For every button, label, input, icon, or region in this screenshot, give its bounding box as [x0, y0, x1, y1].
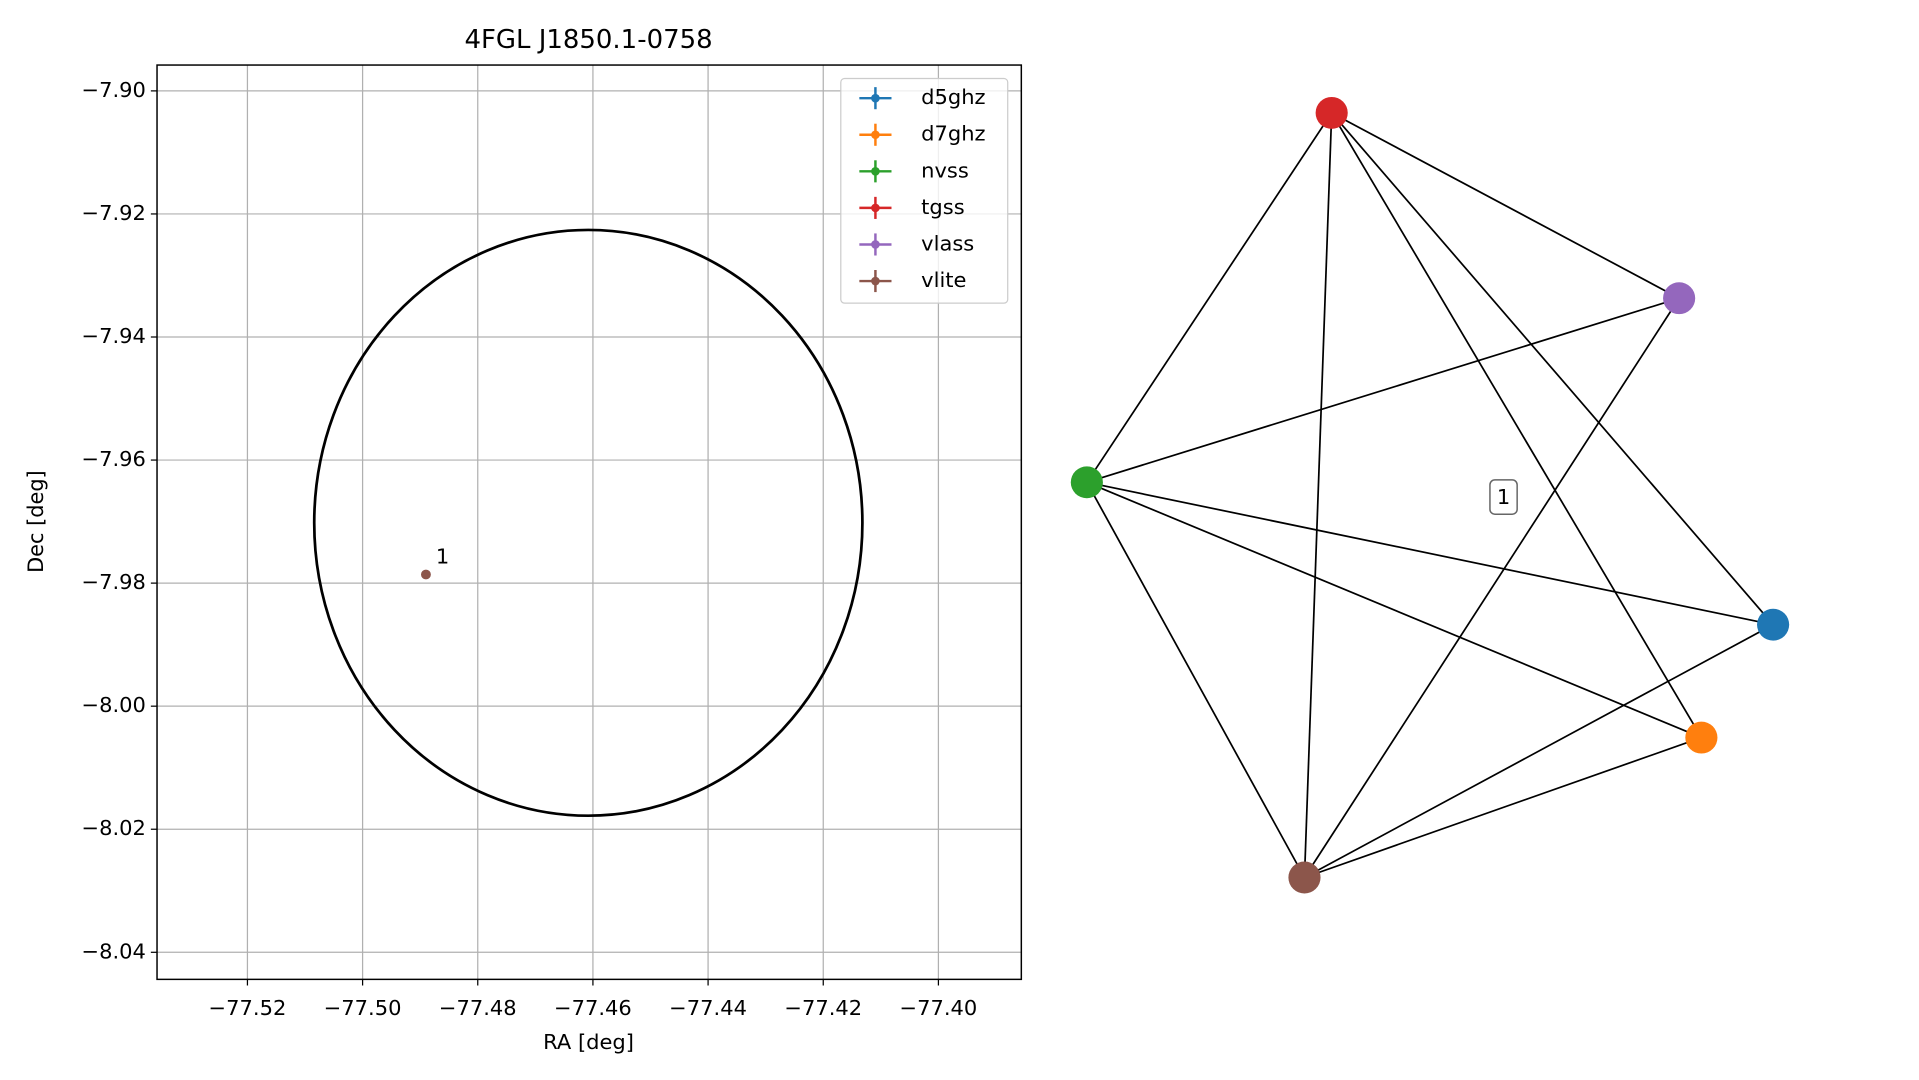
node: [1315, 96, 1348, 129]
legend-label: nvss: [921, 158, 969, 182]
y-tick-label: −7.92: [81, 201, 145, 225]
edge: [1331, 112, 1680, 299]
node: [1288, 861, 1321, 894]
legend-label: d7ghz: [921, 122, 985, 146]
axes-frame: [156, 64, 1023, 981]
edge-label-box: [1489, 479, 1518, 515]
legend-label: vlite: [921, 268, 966, 292]
x-tick-label: −77.50: [324, 996, 402, 1020]
y-axis-label: Dec [deg]: [24, 470, 48, 573]
node: [1663, 282, 1696, 315]
legend-marker: [871, 240, 880, 249]
point-label: 1: [436, 544, 449, 568]
edge: [1304, 736, 1702, 879]
legend-marker: [871, 130, 880, 140]
edge: [1086, 481, 1306, 878]
x-tick-label: −77.40: [900, 996, 978, 1020]
x-tick-label: −77.46: [554, 996, 632, 1020]
chart-title: 4FGL J1850.1-0758: [464, 25, 712, 55]
legend-marker: [871, 93, 880, 103]
edge: [1086, 112, 1333, 483]
edge: [1331, 112, 1774, 626]
edge: [1330, 112, 1703, 739]
node: [1685, 721, 1718, 754]
edge: [1086, 481, 1702, 739]
node: [1757, 608, 1790, 641]
y-tick-label: −8.00: [81, 693, 145, 717]
legend-label: tgss: [921, 195, 964, 219]
x-tick-label: −77.52: [209, 996, 287, 1020]
x-tick-label: −77.44: [669, 996, 747, 1020]
edge: [1086, 481, 1774, 626]
node: [1070, 466, 1103, 499]
edge: [1304, 623, 1774, 879]
data-point: [420, 569, 431, 580]
y-tick-label: −7.94: [81, 324, 145, 348]
y-tick-label: −8.02: [81, 816, 145, 840]
y-tick-label: −8.04: [81, 939, 145, 963]
edge-label: 1: [1497, 485, 1510, 509]
y-tick-label: −7.98: [81, 570, 145, 594]
y-tick-label: −7.96: [81, 447, 145, 471]
legend-marker: [871, 203, 880, 213]
legend-label: vlass: [921, 232, 974, 256]
legend-marker: [871, 276, 880, 286]
edge: [1303, 297, 1680, 878]
y-tick-label: −7.90: [81, 78, 145, 102]
x-axis-label: RA [deg]: [543, 1030, 634, 1054]
legend-label: d5ghz: [921, 85, 985, 109]
x-tick-label: −77.42: [784, 996, 862, 1020]
x-tick-label: −77.48: [439, 996, 517, 1020]
edge: [1086, 297, 1680, 484]
error-circle: [312, 228, 864, 818]
edge: [1303, 112, 1333, 878]
legend-marker: [871, 167, 880, 176]
